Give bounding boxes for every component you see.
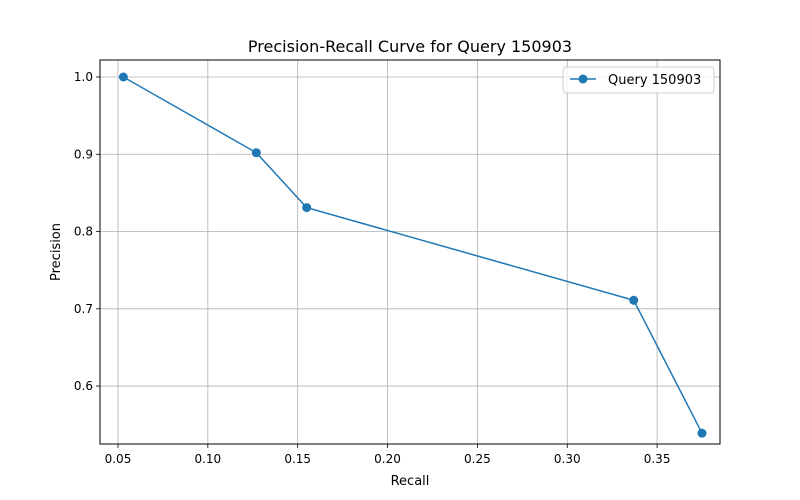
data-point bbox=[118, 72, 128, 82]
x-tick-label: 0.10 bbox=[194, 452, 221, 466]
x-tick-label: 0.35 bbox=[644, 452, 671, 466]
y-tick-label: 0.6 bbox=[74, 379, 93, 393]
legend-box bbox=[562, 66, 715, 94]
x-tick-label: 0.15 bbox=[284, 452, 311, 466]
data-point bbox=[629, 295, 639, 305]
y-axis-ticks: 0.6 0.7 0.8 0.9 1.0 bbox=[74, 70, 100, 393]
grid-lines bbox=[100, 60, 720, 444]
series-layer bbox=[118, 72, 707, 438]
x-axis-ticks: 0.05 0.10 0.15 0.20 0.25 0.30 0.35 bbox=[105, 444, 671, 466]
chart-title: Precision-Recall Curve for Query 150903 bbox=[248, 37, 572, 56]
data-point bbox=[697, 428, 707, 438]
legend-marker bbox=[578, 74, 588, 84]
y-tick-label: 0.9 bbox=[74, 147, 93, 161]
legend: Query 150903 bbox=[562, 66, 715, 94]
x-tick-label: 0.30 bbox=[554, 452, 581, 466]
legend-label: Query 150903 bbox=[608, 73, 701, 88]
data-point bbox=[302, 203, 312, 213]
data-point bbox=[251, 148, 261, 158]
x-tick-label: 0.20 bbox=[374, 452, 401, 466]
y-tick-label: 1.0 bbox=[74, 70, 93, 84]
y-tick-label: 0.7 bbox=[74, 302, 93, 316]
x-tick-label: 0.25 bbox=[464, 452, 491, 466]
plot-frame bbox=[99, 59, 721, 445]
x-axis-label: Recall bbox=[391, 474, 430, 489]
x-tick-label: 0.05 bbox=[105, 452, 132, 466]
y-tick-label: 0.8 bbox=[74, 225, 93, 239]
y-axis-label: Precision bbox=[49, 223, 64, 281]
